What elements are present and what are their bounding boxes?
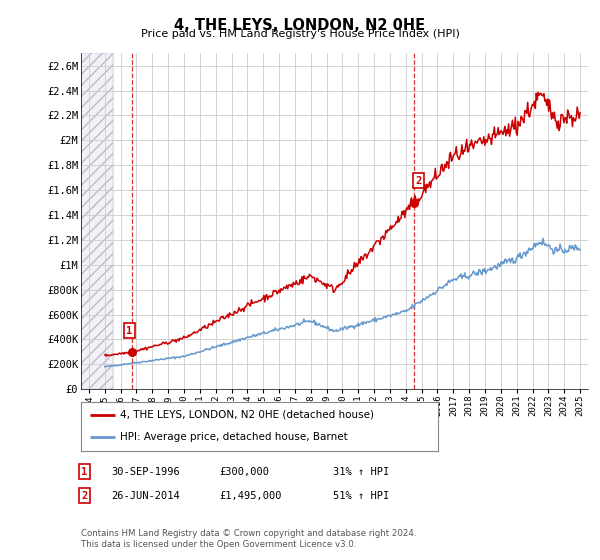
Text: 1: 1 xyxy=(126,326,133,335)
Text: 51% ↑ HPI: 51% ↑ HPI xyxy=(333,491,389,501)
Bar xyxy=(81,53,113,389)
Bar xyxy=(81,53,113,389)
Text: 2: 2 xyxy=(81,491,87,501)
Text: 31% ↑ HPI: 31% ↑ HPI xyxy=(333,466,389,477)
Text: £1,495,000: £1,495,000 xyxy=(219,491,281,501)
Text: 4, THE LEYS, LONDON, N2 0HE: 4, THE LEYS, LONDON, N2 0HE xyxy=(175,18,425,33)
Text: Contains HM Land Registry data © Crown copyright and database right 2024.
This d: Contains HM Land Registry data © Crown c… xyxy=(81,529,416,549)
Text: 26-JUN-2014: 26-JUN-2014 xyxy=(111,491,180,501)
Text: Price paid vs. HM Land Registry's House Price Index (HPI): Price paid vs. HM Land Registry's House … xyxy=(140,29,460,39)
Text: HPI: Average price, detached house, Barnet: HPI: Average price, detached house, Barn… xyxy=(120,432,348,442)
Text: £300,000: £300,000 xyxy=(219,466,269,477)
Text: 1: 1 xyxy=(81,466,87,477)
Text: 2: 2 xyxy=(415,176,422,186)
Text: 30-SEP-1996: 30-SEP-1996 xyxy=(111,466,180,477)
Text: 4, THE LEYS, LONDON, N2 0HE (detached house): 4, THE LEYS, LONDON, N2 0HE (detached ho… xyxy=(120,410,374,420)
